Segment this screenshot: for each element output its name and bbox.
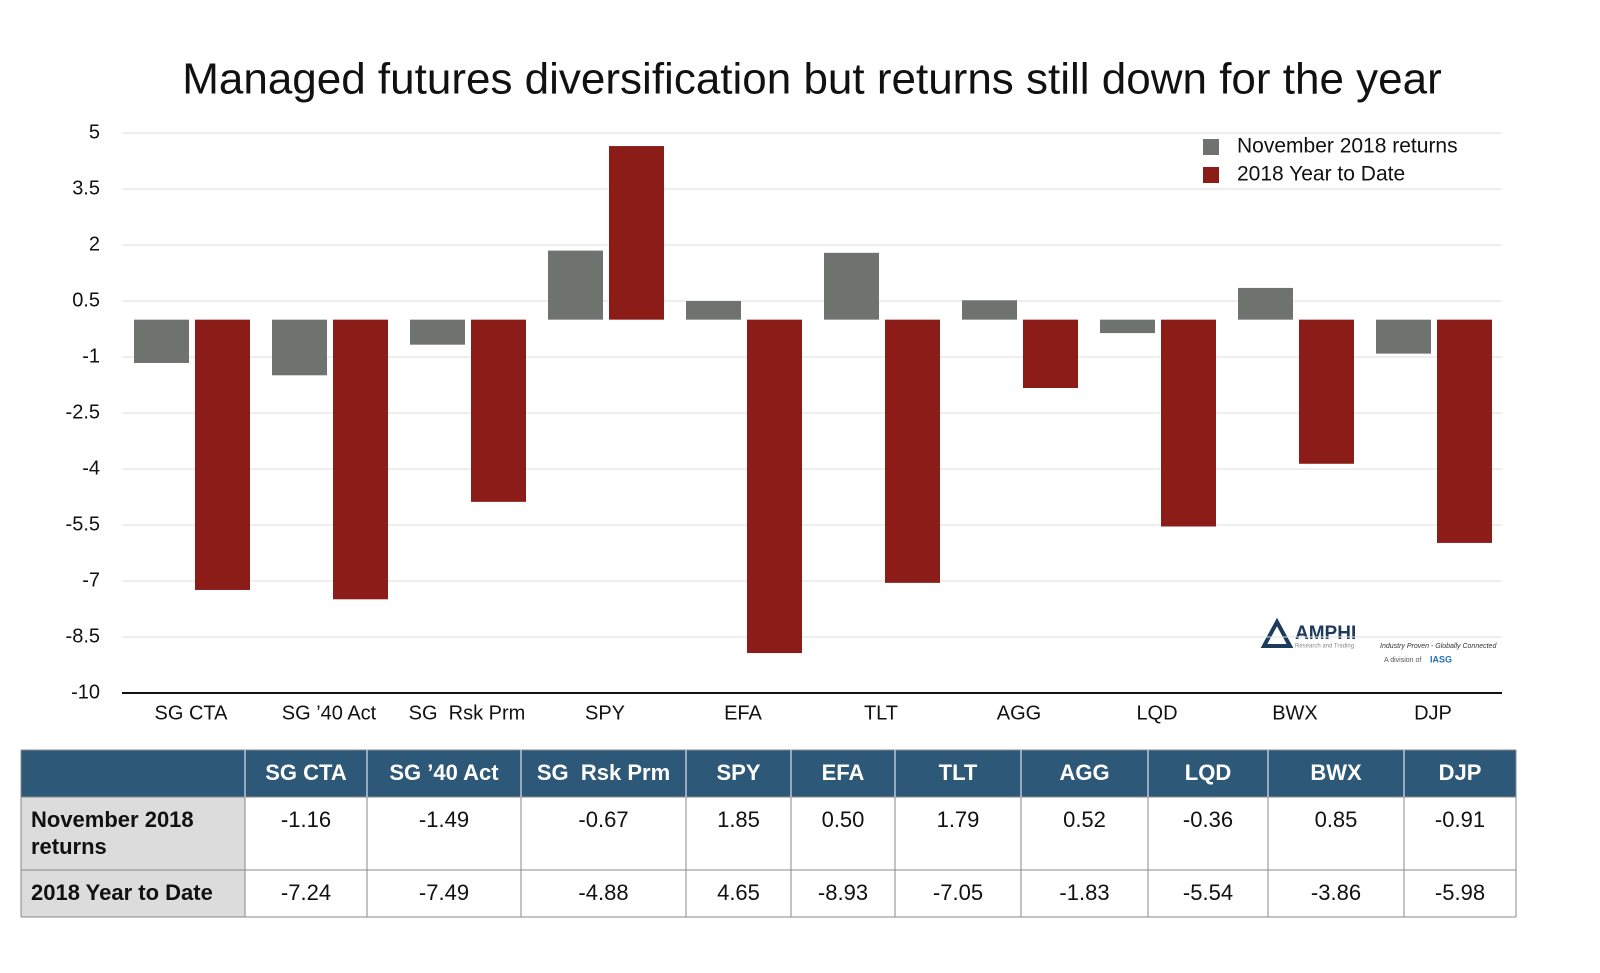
table-cell: -7.49: [419, 880, 469, 905]
bar: [824, 252, 879, 320]
logo-parent: IASG: [1430, 654, 1452, 664]
y-tick-label: 2: [89, 233, 100, 255]
y-tick-label: -2.5: [66, 401, 100, 423]
row-header-line: returns: [31, 834, 107, 859]
y-tick-label: -7: [82, 569, 100, 591]
table-header-cell: SPY: [716, 760, 760, 785]
logo-tagline: Industry Proven - Globally Connected: [1380, 643, 1497, 650]
legend-label: 2018 Year to Date: [1237, 163, 1405, 186]
bar: [1161, 319, 1216, 527]
bar: [333, 319, 388, 600]
table-cell: 0.52: [1063, 807, 1106, 832]
x-tick-label: DJP: [1414, 702, 1452, 724]
row-header-bg: [21, 797, 245, 917]
table-header-cell: AGG: [1059, 760, 1109, 785]
bar: [1437, 319, 1492, 543]
chart-title: Managed futures diversification but retu…: [182, 55, 1442, 104]
table-cell: 1.85: [717, 807, 760, 832]
table-cell: -0.67: [578, 807, 628, 832]
table-cell: -5.98: [1435, 880, 1485, 905]
table-cell: 0.85: [1315, 807, 1358, 832]
table-cell: -7.05: [933, 880, 983, 905]
bar: [885, 319, 940, 583]
bar: [747, 319, 802, 654]
bar: [962, 300, 1017, 320]
logo-name: AMPHI: [1295, 623, 1356, 644]
table-cell: -4.88: [578, 880, 628, 905]
logo-division: A division of: [1384, 657, 1421, 664]
y-tick-label: -1: [82, 345, 100, 367]
table-header-cell: TLT: [939, 760, 978, 785]
legend-swatch: [1203, 167, 1219, 183]
bar: [548, 250, 603, 320]
table-header-cell: SG CTA: [265, 760, 347, 785]
table-header-bg: [21, 750, 1516, 797]
y-tick-label: -8.5: [66, 625, 100, 647]
table-cell: -3.86: [1311, 880, 1361, 905]
x-tick-label: LQD: [1136, 702, 1177, 724]
bar: [1100, 319, 1155, 334]
table-cell: -1.83: [1059, 880, 1109, 905]
x-tick-label: TLT: [864, 702, 898, 724]
x-tick-label: SG Rsk Prm: [409, 702, 526, 724]
y-tick-label: -4: [82, 457, 100, 479]
bar: [471, 319, 526, 502]
row-header-line: November 2018: [31, 807, 194, 832]
table-cell: -8.93: [818, 880, 868, 905]
bar: [1376, 319, 1431, 354]
x-tick-label: EFA: [724, 702, 762, 724]
bar: [134, 319, 189, 363]
legend-label: November 2018 returns: [1237, 135, 1458, 158]
y-tick-label: -5.5: [66, 513, 100, 535]
x-tick-label: SG CTA: [155, 702, 229, 724]
table-header-cell: SG ’40 Act: [389, 760, 499, 785]
table-cell: -1.16: [281, 807, 331, 832]
table-header-cell: LQD: [1185, 760, 1231, 785]
legend-swatch: [1203, 139, 1219, 155]
table-header-cell: SG Rsk Prm: [537, 760, 670, 785]
table-header-cell: DJP: [1439, 760, 1482, 785]
bar: [410, 319, 465, 345]
bar: [195, 319, 250, 590]
bar: [1238, 287, 1293, 320]
y-tick-label: 0.5: [72, 289, 100, 311]
x-tick-label: SG ’40 Act: [282, 702, 377, 724]
table-cell: 4.65: [717, 880, 760, 905]
logo-subtitle: Research and Trading: [1295, 644, 1354, 650]
table-cell: -0.36: [1183, 807, 1233, 832]
table-cell: -7.24: [281, 880, 331, 905]
bar: [609, 146, 664, 320]
table-header-cell: BWX: [1310, 760, 1362, 785]
x-tick-label: SPY: [585, 702, 625, 724]
bar: [1299, 319, 1354, 464]
table-header-cell: EFA: [822, 760, 865, 785]
bar: [1023, 319, 1078, 388]
y-tick-label: 3.5: [72, 177, 100, 199]
y-tick-label: -10: [71, 681, 100, 703]
table-row-header: 2018 Year to Date: [31, 880, 213, 905]
logo: AMPHI Research and Trading Industry Prov…: [1260, 617, 1497, 664]
logo-icon: [1260, 617, 1294, 648]
table-cell: 0.50: [822, 807, 865, 832]
x-tick-label: AGG: [997, 702, 1041, 724]
table-cell: -1.49: [419, 807, 469, 832]
table-cell: -5.54: [1183, 880, 1233, 905]
y-tick-label: 5: [89, 121, 100, 143]
table-cell: -0.91: [1435, 807, 1485, 832]
x-tick-label: BWX: [1272, 702, 1318, 724]
table-cell: 1.79: [937, 807, 980, 832]
bar: [686, 301, 741, 320]
bar: [272, 319, 327, 376]
table-row-header: November 2018 returns: [31, 807, 194, 859]
